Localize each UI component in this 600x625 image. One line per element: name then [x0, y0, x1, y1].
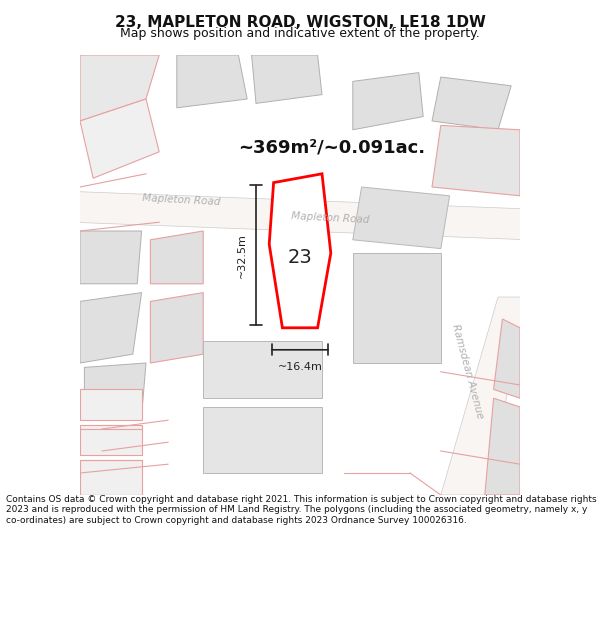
Polygon shape: [85, 363, 146, 420]
Text: Contains OS data © Crown copyright and database right 2021. This information is : Contains OS data © Crown copyright and d…: [6, 495, 596, 525]
Text: 23, MAPLETON ROAD, WIGSTON, LE18 1DW: 23, MAPLETON ROAD, WIGSTON, LE18 1DW: [115, 16, 485, 31]
Polygon shape: [432, 126, 520, 196]
Polygon shape: [441, 297, 529, 495]
Text: ~369m²/~0.091ac.: ~369m²/~0.091ac.: [238, 138, 425, 156]
Polygon shape: [80, 424, 142, 456]
Polygon shape: [353, 72, 423, 130]
Polygon shape: [80, 99, 159, 178]
Text: Mapleton Road: Mapleton Road: [142, 193, 220, 208]
Polygon shape: [203, 407, 322, 473]
Polygon shape: [485, 398, 520, 495]
Polygon shape: [432, 77, 511, 130]
Text: Map shows position and indicative extent of the property.: Map shows position and indicative extent…: [120, 27, 480, 39]
Polygon shape: [80, 231, 142, 284]
Polygon shape: [71, 191, 529, 240]
Polygon shape: [353, 187, 449, 249]
Polygon shape: [80, 292, 142, 363]
Polygon shape: [353, 253, 441, 363]
Polygon shape: [80, 55, 159, 121]
Polygon shape: [80, 460, 142, 495]
Text: ~16.4m: ~16.4m: [278, 362, 322, 372]
Polygon shape: [494, 319, 520, 398]
Text: 23: 23: [287, 248, 313, 267]
Text: Mapleton Road: Mapleton Road: [291, 211, 370, 225]
Polygon shape: [177, 55, 247, 108]
Polygon shape: [251, 55, 322, 103]
Polygon shape: [151, 292, 203, 363]
Text: Ramsdean Avenue: Ramsdean Avenue: [450, 323, 485, 420]
Polygon shape: [80, 389, 142, 420]
Polygon shape: [269, 174, 331, 328]
Polygon shape: [151, 231, 203, 284]
Polygon shape: [203, 341, 322, 398]
Text: ~32.5m: ~32.5m: [237, 232, 247, 278]
